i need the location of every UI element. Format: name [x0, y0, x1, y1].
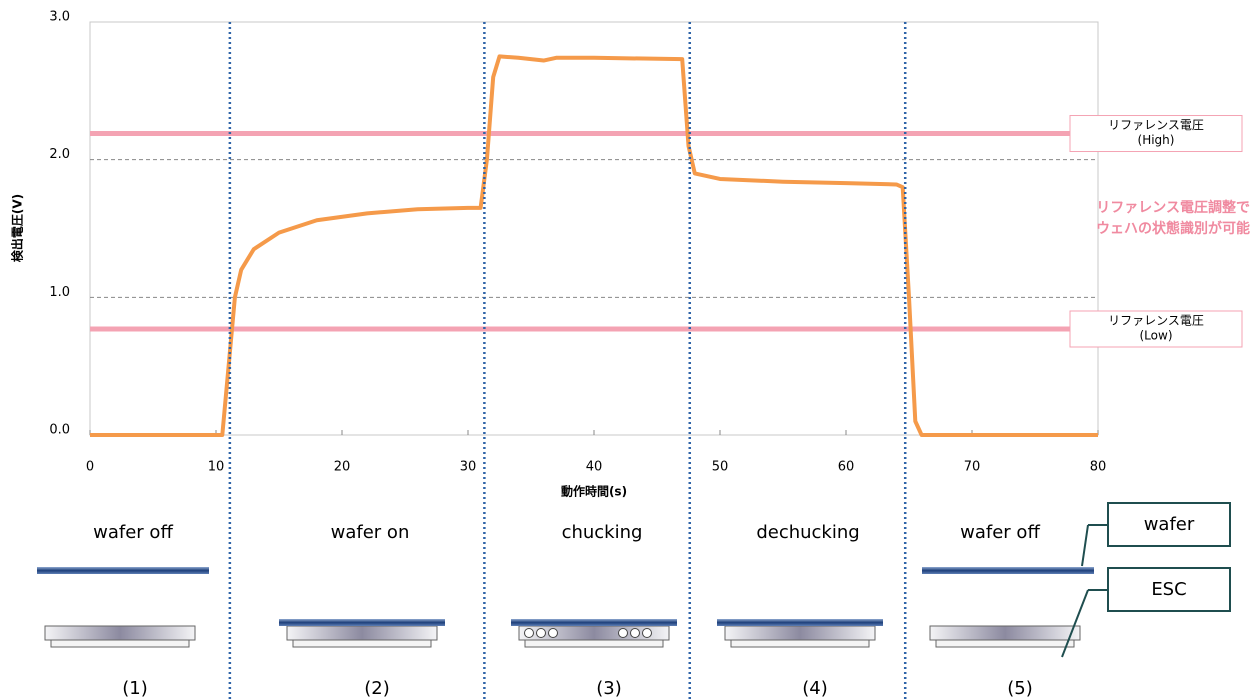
x-tick-label: 10	[208, 460, 225, 475]
wafer	[37, 567, 209, 574]
y-tick-label: 0.0	[49, 423, 70, 438]
phase-label: wafer on	[331, 522, 410, 543]
y-tick-label: 2.0	[49, 147, 70, 162]
reference-label: (High)	[1138, 133, 1175, 147]
x-tick-label: 0	[86, 460, 94, 475]
phase-label: wafer off	[93, 522, 173, 543]
callout-box	[1107, 502, 1231, 547]
phase-label: wafer off	[960, 522, 1040, 543]
x-tick-label: 50	[712, 460, 729, 475]
annotation: リファレンス電圧調整で	[1096, 199, 1250, 216]
x-tick-label: 60	[838, 460, 855, 475]
y-tick-label: 3.0	[49, 10, 70, 25]
y-tick-label: 1.0	[49, 285, 70, 300]
x-axis-title: 動作時間(s)	[561, 484, 627, 499]
annotation: ウェハの状態識別が可能	[1096, 220, 1250, 237]
phase-number: (2)	[364, 678, 390, 699]
callout-label: wafer	[1144, 514, 1195, 535]
phase-label: chucking	[562, 522, 643, 543]
wafer	[922, 567, 1094, 574]
callout-line	[1081, 524, 1089, 567]
esc	[44, 625, 196, 641]
data-line	[90, 54, 1098, 437]
charge	[536, 628, 546, 638]
charge	[642, 628, 652, 638]
y-axis-title: 検出電圧(V)	[10, 194, 25, 262]
wafer	[279, 619, 445, 626]
esc	[724, 625, 876, 641]
reference-label: リファレンス電圧	[1108, 118, 1204, 132]
phase-number: (1)	[122, 678, 148, 699]
callout-label: ESC	[1151, 579, 1186, 600]
phase-number: (4)	[802, 678, 828, 699]
reference-label-box	[1069, 310, 1243, 348]
charge	[548, 628, 558, 638]
phase-label: dechucking	[756, 522, 859, 543]
x-tick-label: 80	[1090, 460, 1107, 475]
callout-box	[1107, 567, 1231, 612]
wafer	[717, 619, 883, 626]
charge	[618, 628, 628, 638]
charge	[524, 628, 534, 638]
wafer	[511, 619, 677, 626]
x-tick-label: 70	[964, 460, 981, 475]
charge	[630, 628, 640, 638]
esc	[286, 625, 438, 641]
x-tick-label: 40	[586, 460, 603, 475]
callout-line	[1061, 589, 1089, 658]
phase-number: (3)	[596, 678, 622, 699]
plot-frame	[89, 21, 1099, 436]
x-tick-label: 30	[460, 460, 477, 475]
reference-label: (Low)	[1140, 328, 1173, 342]
phase-number: (5)	[1007, 678, 1033, 699]
reference-label-box	[1069, 115, 1243, 153]
x-tick-label: 20	[334, 460, 351, 475]
reference-label: リファレンス電圧	[1108, 313, 1204, 327]
esc	[929, 625, 1081, 641]
